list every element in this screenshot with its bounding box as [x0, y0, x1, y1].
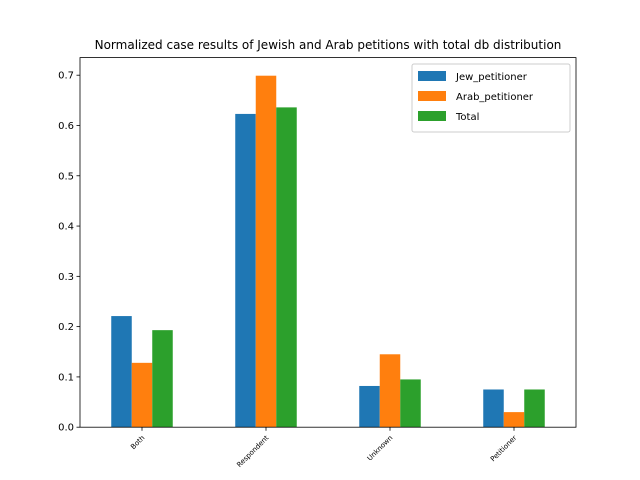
y-tick-label: 0.4: [58, 222, 74, 233]
bar-jew-petitioner-unknown: [359, 385, 380, 428]
legend-label: Total: [455, 112, 479, 123]
y-tick-label: 0.5: [58, 171, 74, 182]
bar-total-both: [152, 330, 173, 428]
legend-label: Arab_petitioner: [456, 92, 534, 103]
y-tick-label: 0.6: [58, 121, 74, 132]
bar-arab-petitioner-both: [131, 362, 153, 428]
y-tick-label: 0.2: [58, 322, 74, 333]
legend: Jew_petitioner Arab_petitioner Total: [411, 63, 571, 133]
legend-swatch: [418, 71, 446, 81]
legend-swatch: [418, 91, 446, 101]
y-axis: 0.0 0.1 0.2 0.3 0.4 0.5 0.6 0.7: [58, 71, 80, 434]
plot-frame: [79, 57, 577, 428]
bar-total-petitioner: [524, 389, 545, 428]
bar-total-unknown: [400, 379, 421, 428]
bar-jew-petitioner-both: [111, 316, 132, 428]
bar-jew-petitioner-petitioner: [483, 389, 504, 428]
y-tick-label: 0.7: [58, 71, 74, 82]
bar-total-respondent: [276, 107, 297, 428]
bars-layer: [111, 75, 545, 428]
legend-swatch: [418, 111, 446, 121]
bar-arab-petitioner-respondent: [255, 75, 277, 428]
y-tick-label: 0.3: [58, 272, 74, 283]
bar-arab-petitioner-petitioner: [503, 412, 525, 428]
legend-label: Jew_petitioner: [455, 72, 528, 83]
bar-jew-petitioner-respondent: [235, 113, 256, 428]
bar-arab-petitioner-unknown: [379, 354, 401, 428]
legend-box: [411, 63, 571, 133]
y-tick-label: 0.1: [58, 372, 74, 383]
y-tick-label: 0.0: [58, 423, 74, 434]
chart-title: Normalized case results of Jewish and Ar…: [95, 38, 562, 52]
